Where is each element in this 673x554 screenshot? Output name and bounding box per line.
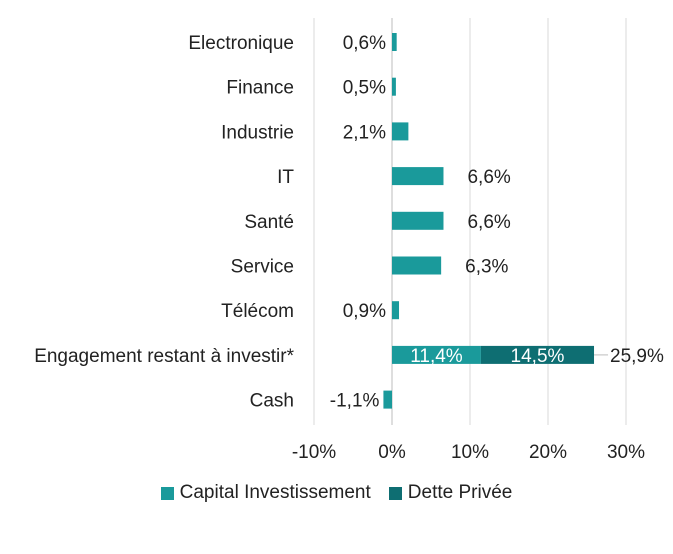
bar <box>392 345 481 364</box>
category-labels: Electronique Finance Industrie IT Santé Servi… <box>34 33 294 412</box>
legend: Capital Investissement Dette Privée <box>0 482 673 504</box>
bar <box>480 345 595 364</box>
category-label: Engagement restant à investir* <box>34 346 294 367</box>
bar <box>392 256 442 275</box>
data-label: 0,9% <box>343 301 386 322</box>
bar <box>392 77 396 96</box>
data-label: 6,3% <box>465 257 508 278</box>
x-tick-label: 20% <box>529 442 567 463</box>
legend-swatch-capital <box>160 486 174 500</box>
x-tick-label: -10% <box>292 442 336 463</box>
legend-item-dette: Dette Privée <box>388 482 513 504</box>
bar <box>392 211 444 230</box>
category-label: Télécom <box>221 301 294 322</box>
bar <box>392 122 409 141</box>
data-label: 6,6% <box>467 167 510 188</box>
legend-item-capital: Capital Investissement <box>160 482 371 504</box>
category-label: Finance <box>226 78 294 99</box>
x-tick-label: 30% <box>607 442 645 463</box>
category-label: Cash <box>250 391 294 412</box>
bar <box>392 167 444 186</box>
data-label: 0,5% <box>343 78 386 99</box>
data-labels: 0,6% 0,5% 2,1% 6,6% 6,6% 6,3% 0,9% 11,4% 14,5% -1… <box>330 33 664 412</box>
x-tick-label: 10% <box>451 442 489 463</box>
category-label: Industrie <box>221 122 294 143</box>
category-label: Electronique <box>188 33 294 54</box>
total-label: 25,9% <box>610 346 664 367</box>
category-label: Service <box>231 257 294 278</box>
data-label: 11,4% <box>410 346 463 367</box>
data-label: 6,6% <box>467 212 510 233</box>
bars <box>383 33 595 409</box>
data-label: 0,6% <box>343 33 386 54</box>
category-label: Santé <box>244 212 294 233</box>
legend-label-capital: Capital Investissement <box>179 482 371 503</box>
data-label: 14,5% <box>511 346 565 367</box>
x-tick-label: 0% <box>378 442 406 463</box>
legend-swatch-dette <box>388 486 402 500</box>
category-label: IT <box>277 167 294 188</box>
bar <box>392 33 397 51</box>
data-label: 2,1% <box>343 122 386 143</box>
x-axis-tick-labels: -10% 0% 10% 20% 30% <box>292 442 645 463</box>
data-label: -1,1% <box>330 391 380 412</box>
bar <box>392 301 400 320</box>
bar <box>383 390 392 409</box>
legend-label-dette: Dette Privée <box>407 482 513 503</box>
